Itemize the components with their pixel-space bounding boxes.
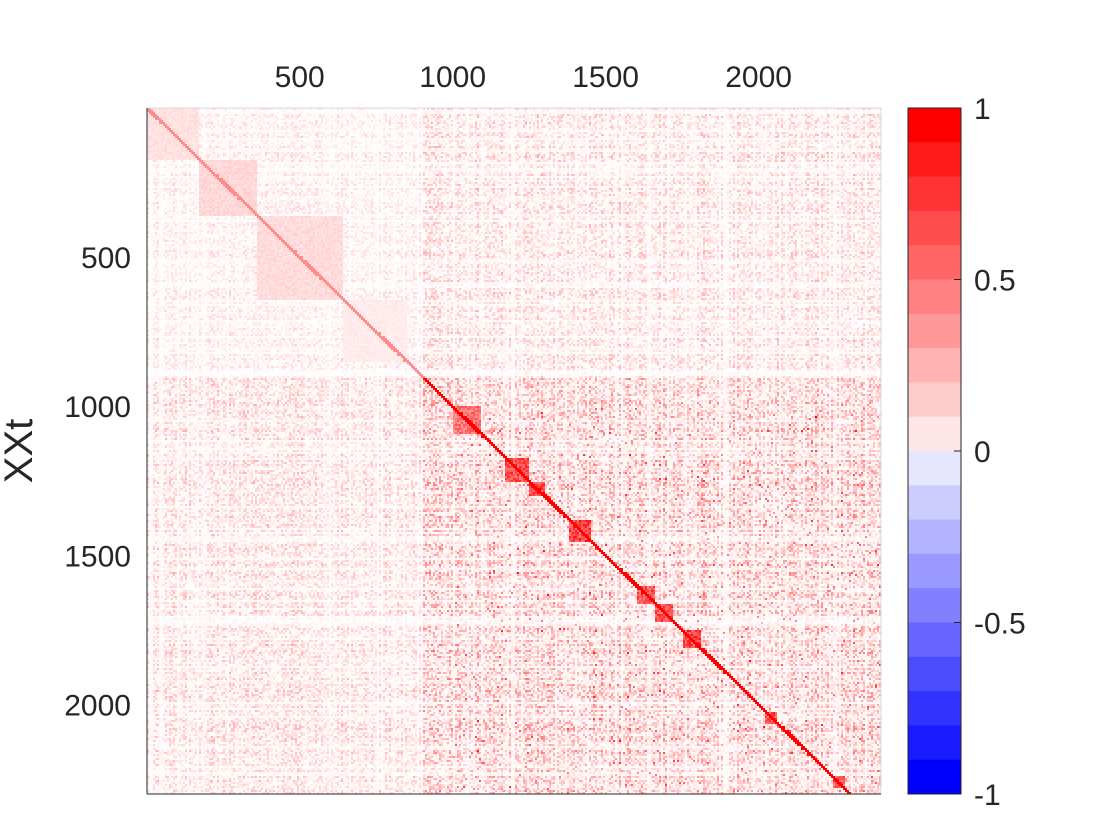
colorbar-swatch <box>908 553 961 589</box>
colorbar-swatch <box>908 142 961 178</box>
y-axis-label: XXt <box>0 419 41 483</box>
colorbar-swatch <box>908 519 961 555</box>
colorbar-tick-label: 0 <box>974 436 991 469</box>
colorbar-swatch <box>908 108 961 143</box>
x-tick-label: 1500 <box>572 61 639 94</box>
colorbar-swatch <box>908 485 961 521</box>
x-tick-label: 1000 <box>419 61 486 94</box>
x-tick-labels: 500 1000 1500 2000 <box>275 61 792 94</box>
colorbar-swatch <box>908 245 961 280</box>
y-tick-label: 1000 <box>64 391 131 424</box>
y-tick-labels: 500 1000 1500 2000 <box>64 242 131 723</box>
x-tick-label: 2000 <box>725 61 792 94</box>
colorbar-tick-label: -1 <box>974 779 1001 812</box>
colorbar <box>907 107 962 795</box>
y-tick-label: 500 <box>81 242 131 275</box>
colorbar-swatch <box>908 622 961 658</box>
x-tick-label: 500 <box>275 61 325 94</box>
colorbar-swatch <box>908 656 961 692</box>
plot-frame <box>146 107 882 795</box>
colorbar-swatch <box>908 451 961 486</box>
colorbar-tick-label: 0.5 <box>974 265 1016 298</box>
colorbar-swatch <box>908 348 961 383</box>
colorbar-swatch <box>908 725 961 761</box>
y-tick-label: 2000 <box>64 689 131 722</box>
colorbar-swatch <box>908 416 961 452</box>
colorbar-swatch <box>908 691 961 726</box>
colorbar-swatch <box>908 279 961 315</box>
colorbar-swatch <box>908 210 961 246</box>
colorbar-tick-label: 1 <box>974 93 991 126</box>
heatmap-image <box>147 108 881 794</box>
colorbar-swatch <box>908 313 961 349</box>
colorbar-swatch <box>908 382 961 418</box>
colorbar-swatch <box>908 759 961 795</box>
colorbar-swatch <box>908 176 961 212</box>
colorbar-swatch <box>908 588 961 623</box>
colorbar-tick-labels: 1 0.5 0 -0.5 -1 <box>954 93 1026 812</box>
colorbar-tick-label: -0.5 <box>974 608 1026 641</box>
y-tick-label: 1500 <box>64 540 131 573</box>
